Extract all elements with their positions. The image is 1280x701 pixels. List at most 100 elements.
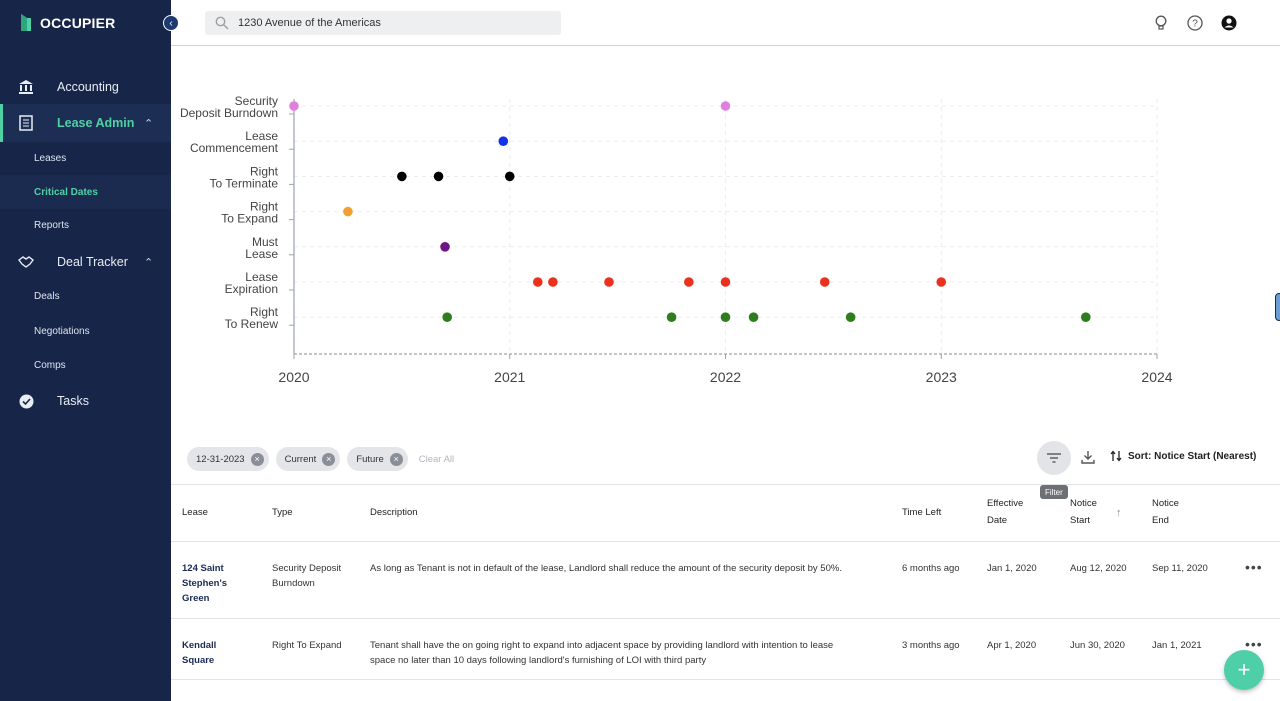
sidebar-item-tasks[interactable]: Tasks: [0, 390, 171, 412]
column-header-type[interactable]: Type: [272, 507, 293, 518]
close-icon[interactable]: ×: [250, 452, 264, 466]
header-line: Notice: [1152, 498, 1179, 509]
data-point: [532, 277, 543, 287]
collapse-sidebar-button[interactable]: ‹: [163, 15, 179, 31]
data-point: [397, 171, 407, 182]
data-point: [498, 136, 509, 146]
column-header-effective-date[interactable]: Effective Date: [987, 495, 1023, 529]
data-point: [343, 206, 353, 217]
lease-name-line: 124 Saint: [182, 563, 224, 574]
notice-start-cell: Jun 30, 2020: [1070, 640, 1125, 651]
clear-all-button[interactable]: Clear All: [418, 453, 455, 465]
time-left-cell: 3 months ago: [902, 640, 960, 651]
sidebar-item-lease-admin[interactable]: Lease Admin ⌃: [0, 104, 171, 142]
more-options-icon[interactable]: •••: [1245, 559, 1263, 575]
description-cell: Tenant shall have the on going right to …: [370, 638, 833, 668]
active-indicator: [0, 104, 3, 142]
column-header-lease[interactable]: Lease: [182, 507, 208, 518]
effective-date-cell: Apr 1, 2020: [987, 640, 1037, 651]
account-icon[interactable]: [1220, 14, 1238, 32]
sidebar-subitem-critical-dates[interactable]: Critical Dates: [0, 175, 171, 209]
data-point: [720, 277, 731, 287]
data-point: [845, 312, 856, 323]
search-bar[interactable]: [205, 11, 561, 35]
chip-label: Future: [356, 453, 384, 465]
sidebar-subitem-deals[interactable]: Deals: [34, 290, 60, 302]
y-category-label: Security: [235, 94, 278, 108]
filter-chip[interactable]: Future ×: [347, 447, 408, 471]
sidebar-item-accounting[interactable]: Accounting: [0, 76, 171, 98]
notice-end-cell: Jan 1, 2021: [1152, 640, 1202, 651]
column-header-description[interactable]: Description: [370, 507, 418, 518]
handshake-icon: [18, 254, 34, 270]
y-category-label: Right: [250, 164, 279, 178]
sidebar-subitem-comps[interactable]: Comps: [34, 359, 66, 371]
filter-tooltip: Filter: [1040, 485, 1068, 499]
column-header-time-left[interactable]: Time Left: [902, 507, 942, 518]
sidebar-item-label: Accounting: [57, 80, 119, 94]
sidebar-subitem-reports[interactable]: Reports: [34, 219, 70, 231]
lightbulb-icon[interactable]: [1152, 14, 1170, 32]
x-tick-label: 2022: [710, 369, 741, 385]
y-category-label: Commencement: [190, 141, 279, 155]
document-icon: [18, 115, 34, 131]
header-line: Effective: [987, 498, 1024, 509]
sidebar: OCCUPIER Accounting Lease Admin ⌃ Leases…: [0, 0, 171, 701]
description-cell: As long as Tenant is not in default of t…: [370, 561, 842, 576]
data-point: [684, 277, 694, 287]
y-category-label: Deposit Burndown: [180, 106, 278, 120]
close-icon[interactable]: ×: [322, 452, 336, 466]
more-options-icon[interactable]: •••: [1245, 636, 1263, 652]
column-header-notice-start[interactable]: Notice Start: [1070, 495, 1097, 529]
column-header-notice-end[interactable]: Notice End: [1152, 495, 1179, 529]
plus-icon: +: [1237, 657, 1251, 682]
data-point: [433, 171, 444, 182]
chevron-up-icon[interactable]: ⌃: [144, 256, 154, 269]
lease-name-line: Green: [182, 593, 210, 604]
data-point: [548, 277, 558, 287]
logo-icon: [21, 14, 31, 31]
side-panel-handle[interactable]: [1275, 293, 1280, 321]
sidebar-item-label: Tasks: [57, 394, 89, 408]
close-icon[interactable]: ×: [389, 452, 403, 466]
filter-chip[interactable]: 12-31-2023 ×: [187, 447, 269, 471]
filter-chip[interactable]: Current ×: [275, 447, 341, 471]
header-line: Notice: [1070, 498, 1097, 509]
y-category-label: Lease: [245, 270, 278, 284]
app-logo[interactable]: OCCUPIER: [20, 14, 116, 32]
help-icon[interactable]: ?: [1186, 14, 1204, 32]
type-cell: Right To Expand: [272, 638, 342, 653]
description-line: space no later than 10 days following la…: [370, 655, 707, 666]
lease-name-link[interactable]: 124 Saint Stephen's Green: [182, 561, 227, 606]
header-line: Start: [1070, 515, 1091, 526]
y-category-label: To Terminate: [210, 176, 279, 190]
table-row[interactable]: 124 Saint Stephen's Green Security Depos…: [171, 542, 1280, 619]
arrow-up-icon[interactable]: ↑: [1116, 507, 1122, 519]
sort-control[interactable]: Sort: Notice Start (Nearest): [1110, 450, 1256, 462]
header-line: Date: [987, 515, 1008, 526]
chip-label: 12-31-2023: [196, 453, 245, 465]
chevron-up-icon[interactable]: ⌃: [144, 117, 154, 130]
y-category-label: To Renew: [225, 317, 279, 331]
lease-name-line: Kendall: [182, 640, 217, 651]
type-cell: Security Deposit Burndown: [272, 561, 341, 591]
filter-button[interactable]: [1037, 441, 1071, 475]
table-row[interactable]: Kendall Square Right To Expand Tenant sh…: [171, 619, 1280, 680]
y-category-label: Must: [252, 235, 279, 249]
sidebar-item-deal-tracker[interactable]: Deal Tracker ⌃: [0, 251, 171, 273]
data-point: [289, 101, 299, 111]
y-category-label: To Expand: [221, 212, 278, 226]
y-category-label: Lease: [245, 129, 278, 143]
sidebar-subitem-leases[interactable]: Leases: [34, 152, 67, 164]
table-header: Lease Type Description Time Left Effecti…: [171, 485, 1280, 542]
critical-dates-table: Lease Type Description Time Left Effecti…: [171, 484, 1280, 680]
data-point: [504, 171, 515, 182]
y-category-label: Expiration: [225, 282, 278, 296]
search-input[interactable]: [238, 14, 548, 32]
sidebar-subitem-negotiations[interactable]: Negotiations: [34, 325, 90, 337]
lease-name-link[interactable]: Kendall Square: [182, 638, 216, 668]
notice-start-cell: Aug 12, 2020: [1070, 563, 1127, 574]
description-line: Tenant shall have the on going right to …: [370, 640, 834, 651]
add-button[interactable]: +: [1224, 650, 1264, 690]
download-button[interactable]: [1080, 449, 1098, 467]
